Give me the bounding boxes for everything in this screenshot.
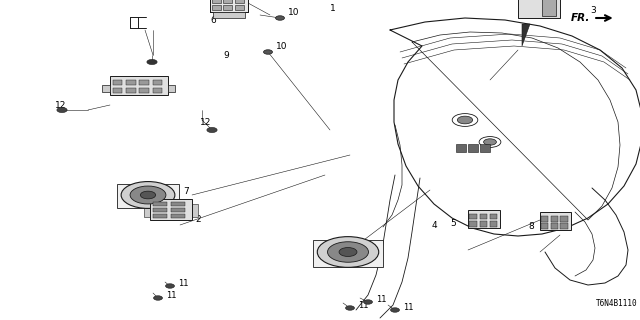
Bar: [212, 5, 221, 11]
Bar: [561, 216, 568, 222]
Bar: [117, 184, 179, 208]
Circle shape: [147, 60, 157, 65]
Bar: [153, 80, 163, 85]
Bar: [212, 0, 221, 3]
Text: 10: 10: [288, 7, 300, 17]
Bar: [153, 202, 167, 206]
Bar: [313, 240, 383, 268]
Text: 3: 3: [590, 5, 596, 14]
Bar: [153, 88, 163, 93]
Text: 8: 8: [528, 221, 534, 230]
Bar: [235, 5, 244, 11]
Bar: [191, 204, 198, 217]
Bar: [153, 214, 167, 219]
Bar: [168, 85, 175, 92]
Circle shape: [346, 306, 355, 310]
Bar: [479, 214, 487, 220]
Circle shape: [154, 296, 163, 300]
Bar: [469, 221, 477, 227]
Bar: [468, 144, 477, 152]
Circle shape: [264, 50, 273, 54]
Bar: [541, 216, 548, 222]
Text: 11: 11: [403, 303, 413, 313]
Circle shape: [207, 127, 217, 132]
Polygon shape: [522, 24, 530, 46]
Circle shape: [339, 248, 357, 257]
Text: 1: 1: [330, 4, 336, 12]
Bar: [540, 212, 571, 230]
Bar: [153, 208, 167, 212]
Bar: [518, 0, 559, 18]
Text: 10: 10: [276, 42, 287, 51]
Bar: [140, 88, 149, 93]
Bar: [542, 0, 556, 16]
Bar: [102, 85, 110, 92]
Text: 6: 6: [210, 15, 216, 25]
Bar: [223, 0, 232, 3]
Circle shape: [130, 186, 166, 204]
Bar: [110, 76, 168, 95]
Bar: [113, 80, 122, 85]
Circle shape: [317, 236, 379, 268]
Circle shape: [121, 181, 175, 208]
Bar: [551, 216, 558, 222]
Bar: [468, 211, 500, 228]
Bar: [551, 223, 558, 229]
Bar: [479, 221, 487, 227]
Bar: [480, 144, 490, 152]
Text: 12: 12: [200, 117, 211, 126]
Bar: [213, 12, 245, 18]
Bar: [171, 214, 185, 219]
Bar: [490, 221, 497, 227]
Bar: [171, 208, 185, 212]
Bar: [210, 0, 248, 12]
Text: FR.: FR.: [571, 13, 590, 23]
Bar: [171, 202, 185, 206]
Text: 2: 2: [195, 215, 200, 225]
Circle shape: [484, 139, 497, 145]
Circle shape: [57, 108, 67, 113]
Text: 5: 5: [450, 220, 456, 228]
Circle shape: [275, 16, 285, 20]
Text: 11: 11: [358, 301, 369, 310]
Bar: [210, 0, 248, 12]
Bar: [541, 223, 548, 229]
Circle shape: [166, 284, 175, 288]
Bar: [235, 0, 244, 3]
Circle shape: [364, 300, 372, 304]
Text: 4: 4: [432, 220, 438, 229]
Circle shape: [458, 116, 473, 124]
Bar: [490, 214, 497, 220]
Bar: [561, 223, 568, 229]
Bar: [469, 214, 477, 220]
Bar: [126, 80, 136, 85]
Circle shape: [140, 191, 156, 199]
Text: 11: 11: [178, 278, 189, 287]
Text: 11: 11: [376, 294, 387, 303]
Bar: [143, 204, 150, 217]
Bar: [126, 88, 136, 93]
Bar: [140, 80, 149, 85]
Bar: [456, 144, 466, 152]
Circle shape: [328, 242, 369, 262]
Bar: [223, 5, 232, 11]
Text: 12: 12: [55, 100, 67, 109]
Text: 9: 9: [223, 51, 228, 60]
Text: 7: 7: [183, 188, 189, 196]
Text: 11: 11: [166, 291, 177, 300]
Bar: [113, 88, 122, 93]
Text: T6N4B1110: T6N4B1110: [596, 299, 638, 308]
Circle shape: [390, 308, 399, 312]
Bar: [150, 199, 191, 220]
